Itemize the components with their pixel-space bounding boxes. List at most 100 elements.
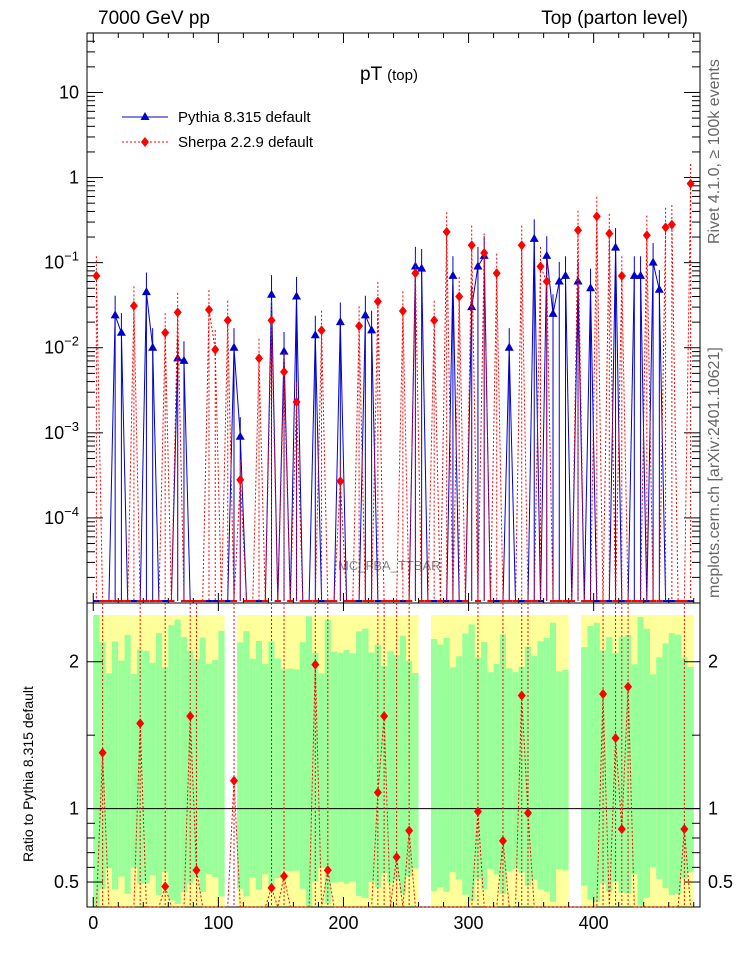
sherpa-line [95,183,692,602]
sherpa-point [280,366,289,377]
ratio-y-tick-label: 1 [69,799,79,819]
band-inner [143,650,150,884]
band-inner [512,672,519,869]
pythia-point [636,270,646,279]
sherpa-point [336,476,345,487]
band-inner [387,651,394,883]
band-inner [130,674,138,868]
band-inner [274,658,281,879]
band-inner [543,637,550,892]
band-inner [93,615,100,907]
band-inner [524,646,532,886]
x-tick-label: 400 [579,913,609,933]
ratio-y-tick-label: 2 [69,652,79,672]
sherpa-point [92,270,101,281]
ratio-point [624,681,633,692]
sherpa-point [236,474,245,485]
y-tick-label: 10−4 [44,504,79,528]
sherpa-point [223,315,232,326]
band-inner [168,625,175,901]
ratio-point [517,690,526,701]
band-inner [337,652,344,882]
sherpa-point [592,211,601,222]
band-inner [174,619,181,904]
ratio-point [280,871,289,882]
pythia-point [529,233,539,242]
band-inner [506,668,513,872]
ratio-point [380,711,389,722]
band-inner [199,637,206,892]
band-inner [124,634,131,894]
band-inner [249,658,256,878]
sherpa-point [398,306,407,317]
band-inner [518,666,525,873]
band-inner [599,650,607,884]
sherpa-point [517,240,526,251]
band-inner [218,630,225,897]
band-inner [449,667,457,873]
band-inner [105,673,113,869]
pythia-point [554,276,564,285]
sherpa-point [204,304,213,315]
ratio-point [617,824,626,835]
band-inner [649,674,657,868]
band-inner [468,624,475,901]
band-inner [656,657,663,879]
x-tick-label: 0 [88,913,98,933]
ratio-uncertainty-bands [93,615,694,907]
pythia-point [629,270,639,279]
sherpa-point [317,325,326,336]
band-inner [355,631,363,897]
ratio-point [405,825,414,836]
pythia-point [542,250,552,259]
legend-pythia-label: Pythia 8.315 default [178,109,311,126]
band-inner [549,622,557,902]
band-inner [99,642,106,889]
plot-title: pT (top) [360,64,418,86]
pythia-point [561,270,571,279]
band-inner [587,625,594,900]
pythia-point [611,242,621,251]
sherpa-point [267,315,276,326]
band-inner [593,622,600,902]
band-inner [606,637,613,893]
band-inner [187,650,194,884]
band-inner [631,664,638,875]
legend-sherpa-marker [141,137,149,147]
pythia-point [148,342,158,351]
band-inner [374,644,381,888]
process-label: Top (parton level) [541,8,688,29]
pythia-point [310,330,320,339]
band-inner [212,660,219,877]
ratio-point [311,659,320,670]
sherpa-point [667,219,676,230]
band-inner [531,655,538,880]
sherpa-point [411,268,420,279]
band-inner [268,641,275,890]
band-inner [556,671,563,870]
ratio-point [523,808,532,819]
band-inner [243,631,250,897]
band-inner [330,651,338,883]
legend-sherpa-label: Sherpa 2.2.9 default [178,134,314,151]
pythia-point [267,289,277,298]
band-inner [155,633,163,895]
pythia-point [586,283,596,292]
x-tick-label: 100 [203,913,233,933]
sherpa-point [430,315,439,326]
sherpa-point [480,247,489,258]
ratio-point [98,747,107,758]
ratio-point [267,882,276,893]
band-inner [149,662,156,876]
ratio-point [323,865,332,876]
band-inner [318,673,325,869]
band-inner [255,640,263,890]
legend: Pythia 8.315 default Sherpa 2.2.9 defaul… [122,109,314,151]
x-tick-label: 300 [454,913,484,933]
sherpa-point [661,222,670,233]
ratio-point [611,733,620,744]
pythia-point [448,270,458,279]
band-inner [287,668,294,872]
pythia-point [417,263,427,272]
band-inner [162,667,169,873]
